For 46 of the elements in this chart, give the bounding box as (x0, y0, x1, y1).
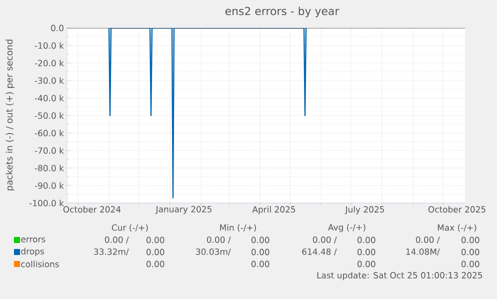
text: Avg (-/+) (328, 224, 366, 232)
text: 30.03m/ (196, 248, 231, 256)
y-tick-label: -30.0 k (34, 77, 64, 84)
legend-label: drops (21, 248, 44, 256)
text: 0.00 / (104, 236, 129, 244)
text: 0.00 (146, 236, 164, 244)
text: 0.00 (146, 248, 164, 256)
text: 0.00 (358, 236, 376, 244)
text: 14.08M/ (406, 248, 440, 256)
text: 0.00 (462, 236, 480, 244)
text: Min (-/+) (220, 224, 256, 232)
y-axis-title: packets in (-) / out (+) per second (6, 40, 14, 190)
legend-label: collisions (21, 260, 59, 268)
text: 0.00 (252, 260, 270, 268)
text: 0.00 (462, 260, 480, 268)
text: 0.00 (146, 260, 164, 268)
x-tick-label: October 2024 (63, 206, 121, 213)
text: 0.00 / (206, 236, 231, 244)
y-tick-label: -60.0 k (34, 130, 64, 136)
x-tick-label: April 2025 (252, 206, 296, 214)
text: 614.48 / (302, 248, 337, 256)
text: Cur (-/+) (112, 224, 148, 232)
chart-title: ens2 errors - by year (225, 6, 340, 18)
x-tick-label: January 2025 (155, 206, 212, 214)
y-tick-label: -80.0 k (34, 164, 64, 172)
text: 0.00 / (416, 236, 440, 244)
legend-label: errors (21, 238, 46, 242)
y-tick-label: -40.0 k (34, 94, 64, 102)
y-tick-label: -50.0 k (34, 112, 64, 119)
text: 0.00 (252, 236, 270, 244)
text: 0.00 / (312, 236, 337, 244)
y-tick-label: 0.0 (51, 24, 64, 32)
text: 0.00 (358, 260, 376, 268)
y-tick-label: -10.0 k (34, 42, 64, 49)
text: 0.00 (358, 248, 376, 256)
y-tick-label: -90.0 k (34, 182, 64, 189)
text: 0.00 (462, 248, 480, 256)
y-tick-label: -20.0 k (34, 60, 64, 66)
text: Max (-/+) (438, 224, 476, 232)
y-tick-label: -100.0 k (29, 200, 64, 206)
x-tick-label: October 2025 (428, 206, 486, 213)
text: 0.00 (252, 248, 270, 256)
y-tick-label: -70.0 k (34, 147, 64, 154)
text: Last update: Sat Oct 25 01:00:13 2025 (317, 272, 482, 280)
x-tick-label: July 2025 (344, 206, 384, 214)
text: 33.32m/ (94, 248, 129, 256)
